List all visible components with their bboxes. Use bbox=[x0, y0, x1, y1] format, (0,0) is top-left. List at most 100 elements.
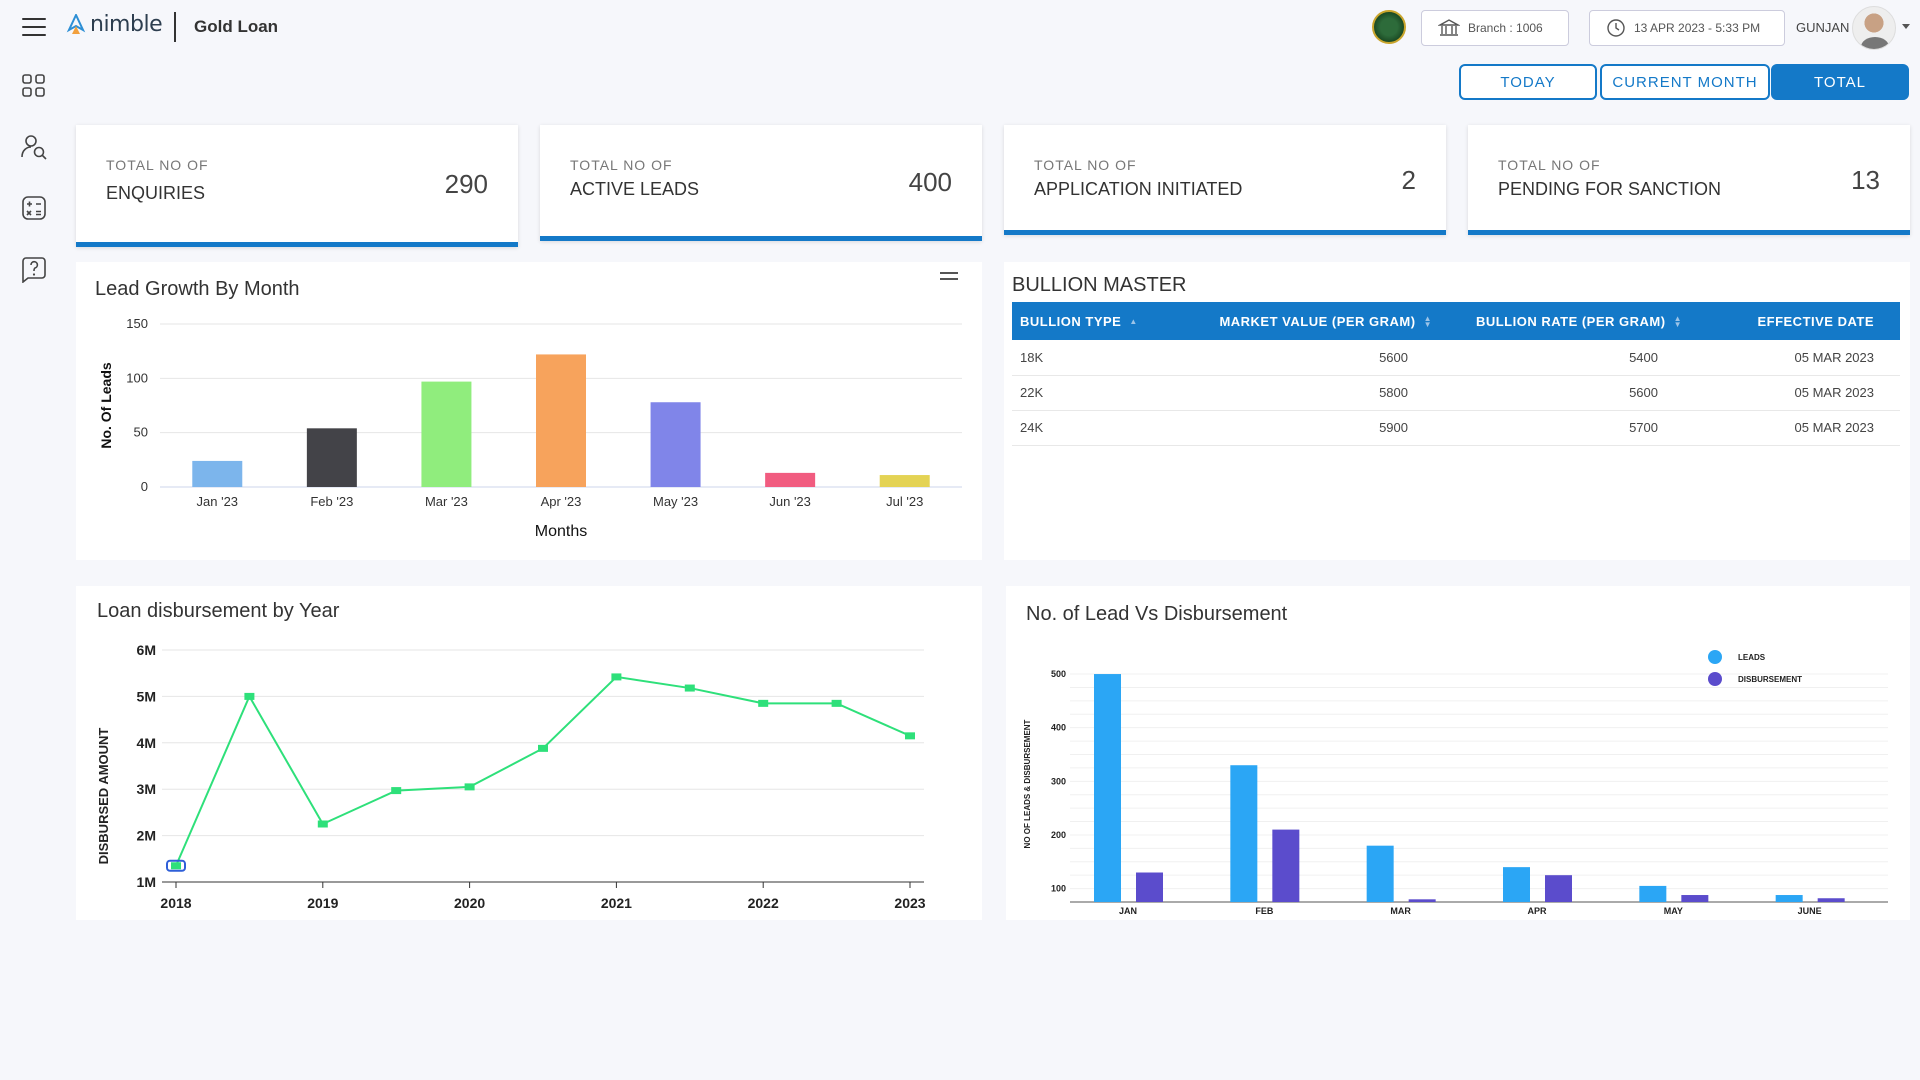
sort-icon[interactable]: ▲ bbox=[1129, 317, 1138, 327]
y-tick-label: 6M bbox=[137, 642, 156, 658]
kpi-card-enquiries[interactable]: TOTAL NO OF ENQUIRIES 290 bbox=[76, 125, 518, 247]
y-tick-label: 2M bbox=[137, 828, 156, 844]
logo: nimble bbox=[66, 12, 163, 37]
y-tick-label: 200 bbox=[1051, 830, 1066, 840]
table-row[interactable]: 22K 5800 5600 05 MAR 2023 bbox=[1012, 375, 1900, 411]
data-point bbox=[317, 820, 328, 828]
datetime-chip: 13 APR 2023 - 5:33 PM bbox=[1589, 10, 1785, 46]
bullion-table: BULLION TYPE ▲ MARKET VALUE (PER GRAM) ▲ ▼ … bbox=[1012, 302, 1900, 446]
series-line bbox=[175, 675, 911, 867]
bar bbox=[1272, 829, 1300, 902]
top-bar: nimble Gold Loan Branch : 1006 13 APR 20… bbox=[0, 0, 1920, 56]
hamburger-menu-icon[interactable] bbox=[22, 18, 46, 36]
bar bbox=[1545, 875, 1572, 902]
bar bbox=[536, 354, 586, 487]
x-tick-label: Feb '23 bbox=[310, 494, 353, 509]
x-tick-label: May '23 bbox=[653, 494, 698, 509]
table-row[interactable]: 24K 5900 5700 05 MAR 2023 bbox=[1012, 410, 1900, 446]
x-tick-label: 2023 bbox=[894, 895, 925, 911]
y-tick-label: 3M bbox=[137, 781, 156, 797]
kpi-label: TOTAL NO OF bbox=[1034, 157, 1137, 173]
table-header-row: BULLION TYPE ▲ MARKET VALUE (PER GRAM) ▲ ▼ … bbox=[1012, 302, 1900, 340]
x-tick-label: 2018 bbox=[160, 895, 191, 911]
app-name: Gold Loan bbox=[194, 17, 279, 36]
legend-label: DISBURSEMENT bbox=[1738, 675, 1802, 684]
organization-emblem-icon bbox=[1372, 10, 1406, 44]
data-point bbox=[464, 783, 475, 791]
sort-icon[interactable]: ▲ ▼ bbox=[1673, 314, 1682, 330]
lead-vs-disbursement-chart: 100 200 300 400 500 JAN FEB MAR APR MAY JUNE LEADS D… bbox=[1023, 650, 1888, 916]
legend-marker bbox=[1708, 672, 1722, 686]
clock-icon bbox=[1607, 19, 1625, 37]
column-header-label: MARKET VALUE (PER GRAM) bbox=[1219, 313, 1416, 329]
lead-growth-chart: 0 50 100 150 Jan '23 Feb '23 Mar '23 Apr '23 May… bbox=[98, 316, 962, 540]
x-tick-label: APR bbox=[1527, 906, 1547, 916]
bar bbox=[650, 402, 701, 487]
bar bbox=[1366, 845, 1394, 902]
chart-menu-icon[interactable] bbox=[940, 270, 958, 282]
sort-icon[interactable]: ▲ ▼ bbox=[1423, 314, 1432, 330]
bar bbox=[1094, 674, 1121, 902]
filter-today-button[interactable]: TODAY bbox=[1459, 64, 1597, 100]
kpi-label: TOTAL NO OF bbox=[1498, 157, 1601, 173]
table-cell: 5400 bbox=[1452, 340, 1702, 376]
lead-growth-panel: Lead Growth By Month 0 50 100 150 Jan '23 Feb… bbox=[76, 262, 982, 560]
y-tick-label: 500 bbox=[1051, 669, 1066, 679]
logo-text: nimble bbox=[90, 12, 163, 37]
y-axis-label: No. Of Leads bbox=[98, 362, 114, 449]
data-point bbox=[538, 744, 548, 752]
table-cell: 22K bbox=[1012, 375, 1202, 411]
data-point bbox=[391, 787, 402, 795]
table-cell: 5800 bbox=[1202, 375, 1452, 411]
table-cell: 18K bbox=[1012, 340, 1202, 376]
table-cell: 05 MAR 2023 bbox=[1702, 375, 1900, 411]
y-tick-label: 100 bbox=[126, 370, 148, 385]
kpi-card-application-initiated[interactable]: TOTAL NO OF APPLICATION INITIATED 2 bbox=[1004, 125, 1446, 235]
column-header-effective-date[interactable]: EFFECTIVE DATE bbox=[1702, 302, 1900, 340]
calculator-icon[interactable] bbox=[20, 194, 48, 222]
bar bbox=[1639, 885, 1667, 902]
kpi-label: ENQUIRIES bbox=[106, 183, 206, 203]
filter-current-month-button[interactable]: CURRENT MONTH bbox=[1600, 64, 1770, 100]
kpi-label: ACTIVE LEADS bbox=[570, 179, 700, 199]
help-icon[interactable] bbox=[20, 255, 48, 284]
kpi-label: PENDING FOR SANCTION bbox=[1498, 179, 1722, 199]
x-tick-label: MAR bbox=[1390, 906, 1411, 916]
column-header-market-value[interactable]: MARKET VALUE (PER GRAM) ▲ ▼ bbox=[1202, 302, 1452, 340]
kpi-value: 290 bbox=[444, 169, 488, 199]
logo-mark-icon bbox=[66, 13, 86, 34]
bar bbox=[421, 381, 472, 487]
x-tick-label: JUNE bbox=[1798, 906, 1822, 916]
datetime-label: 13 APR 2023 - 5:33 PM bbox=[1634, 21, 1761, 35]
kpi-label: TOTAL NO OF bbox=[570, 157, 673, 173]
column-header-bullion-rate[interactable]: BULLION RATE (PER GRAM) ▲ ▼ bbox=[1452, 302, 1702, 340]
column-header-bullion-type[interactable]: BULLION TYPE ▲ bbox=[1012, 302, 1202, 340]
kpi-label: APPLICATION INITIATED bbox=[1034, 179, 1243, 199]
filter-total-button[interactable]: TOTAL bbox=[1771, 64, 1909, 100]
loan-disbursement-chart: 1M 2M 3M 4M 5M 6M 2018 2019 2020 2021 2022 2023 DISB… bbox=[96, 642, 926, 911]
x-tick-label: 2019 bbox=[307, 895, 338, 911]
data-point bbox=[684, 684, 695, 692]
kpi-card-active-leads[interactable]: TOTAL NO OF ACTIVE LEADS 400 bbox=[540, 125, 982, 241]
branch-chip[interactable]: Branch : 1006 bbox=[1421, 10, 1569, 46]
x-tick-label: 2020 bbox=[454, 895, 485, 911]
column-header-label: EFFECTIVE DATE bbox=[1757, 313, 1874, 329]
table-cell: 5700 bbox=[1452, 410, 1702, 446]
branch-label: Branch : 1006 bbox=[1468, 21, 1543, 35]
avatar[interactable] bbox=[1852, 6, 1896, 50]
kpi-value: 13 bbox=[1851, 165, 1880, 195]
user-search-icon[interactable] bbox=[20, 133, 48, 161]
x-tick-label: Jun '23 bbox=[769, 494, 811, 509]
data-point bbox=[831, 699, 842, 707]
bar bbox=[1230, 765, 1258, 902]
chevron-down-icon[interactable] bbox=[1902, 24, 1910, 29]
bar bbox=[879, 475, 930, 487]
username[interactable]: GUNJAN bbox=[1796, 20, 1850, 35]
dashboard-grid-icon[interactable] bbox=[20, 72, 48, 100]
x-tick-label: 2021 bbox=[601, 895, 632, 911]
kpi-card-pending-sanction[interactable]: TOTAL NO OF PENDING FOR SANCTION 13 bbox=[1468, 125, 1910, 235]
y-tick-label: 1M bbox=[137, 874, 156, 890]
y-tick-label: 5M bbox=[137, 688, 156, 704]
table-row[interactable]: 18K 5600 5400 05 MAR 2023 bbox=[1012, 340, 1900, 376]
y-tick-label: 400 bbox=[1051, 723, 1066, 733]
